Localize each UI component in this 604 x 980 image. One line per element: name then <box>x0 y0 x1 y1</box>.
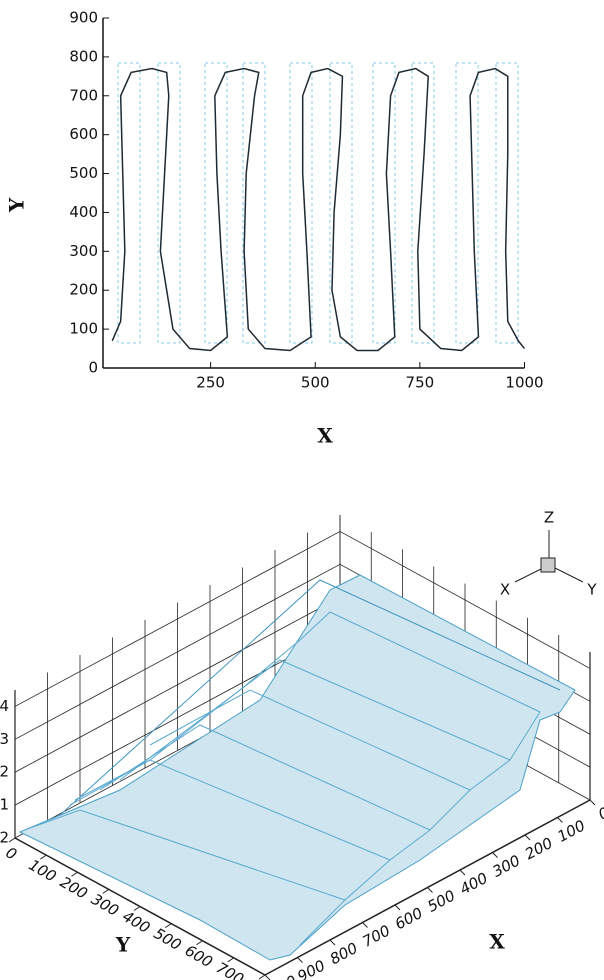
y-tick <box>196 940 203 946</box>
x-tick <box>459 869 466 876</box>
x-tick-label: 100 <box>554 816 588 845</box>
x-tick <box>362 922 368 928</box>
grid-line <box>14 531 341 707</box>
grid-line <box>339 531 591 669</box>
y-tick <box>227 957 235 963</box>
x-tick <box>427 887 433 893</box>
z-tick-label: 2 <box>0 829 9 847</box>
y-tick <box>71 871 78 877</box>
mesh-columns <box>117 62 519 344</box>
x-tick-label: 700 <box>359 921 393 950</box>
x-tick-label: 800 <box>327 939 361 968</box>
y-tick-label: 500 <box>69 164 98 182</box>
y-tick-label: 100 <box>69 320 98 338</box>
x-tick-label: 300 <box>489 851 523 880</box>
x-tick-label: 600 <box>392 904 426 933</box>
y-tick <box>39 854 47 860</box>
y-tick <box>8 837 16 843</box>
x-tick <box>394 904 401 911</box>
y-axis-label: Y <box>5 197 29 213</box>
y-tick-label: 700 <box>69 86 98 104</box>
y-tick-label: 400 <box>69 203 98 221</box>
x-tick-label: 200 <box>522 834 556 863</box>
y-tick <box>258 974 266 980</box>
y-tick <box>164 923 172 929</box>
x-tick <box>329 939 336 946</box>
y-tick-label: 600 <box>69 125 98 143</box>
x-tick <box>264 974 271 980</box>
streamline <box>111 67 526 352</box>
z-tick-label: 1 <box>0 796 9 814</box>
triad-label: Y <box>586 581 597 599</box>
y-tick-label: 900 <box>69 9 98 27</box>
x-tick-label: 500 <box>424 886 458 915</box>
grid-line <box>14 563 341 740</box>
y-tick-label: 0 <box>88 359 98 377</box>
x-axis-label: X <box>317 424 333 448</box>
x-tick-label: 400 <box>457 869 491 898</box>
x-tick-label: 500 <box>301 374 330 392</box>
x-tick <box>492 852 498 858</box>
x-tick-label: 0 <box>595 803 604 823</box>
y-axis-label: Y <box>115 933 131 957</box>
x-tick <box>297 957 303 963</box>
x-tick <box>557 817 563 823</box>
x-axis-label: X <box>489 930 505 954</box>
x-tick <box>524 834 531 841</box>
z-tick-label: 3 <box>0 730 9 748</box>
surface <box>18 574 576 961</box>
z-tick-label: 4 <box>0 697 9 715</box>
x-tick-label: 1000 <box>505 374 543 392</box>
y-tick <box>133 906 141 911</box>
x-tick <box>589 799 596 806</box>
triad-label: X <box>500 581 510 599</box>
triad <box>514 530 584 583</box>
y-tick <box>102 888 110 894</box>
z-tick-label: 2 <box>0 763 9 781</box>
x-tick-label: 250 <box>196 374 225 392</box>
x-tick-label: 750 <box>406 374 435 392</box>
grid-line <box>14 596 341 773</box>
y-tick-label: 300 <box>69 242 98 260</box>
triad-label: Z <box>544 509 554 527</box>
y-tick-label: 200 <box>69 281 98 299</box>
y-tick-label: 800 <box>69 47 98 65</box>
